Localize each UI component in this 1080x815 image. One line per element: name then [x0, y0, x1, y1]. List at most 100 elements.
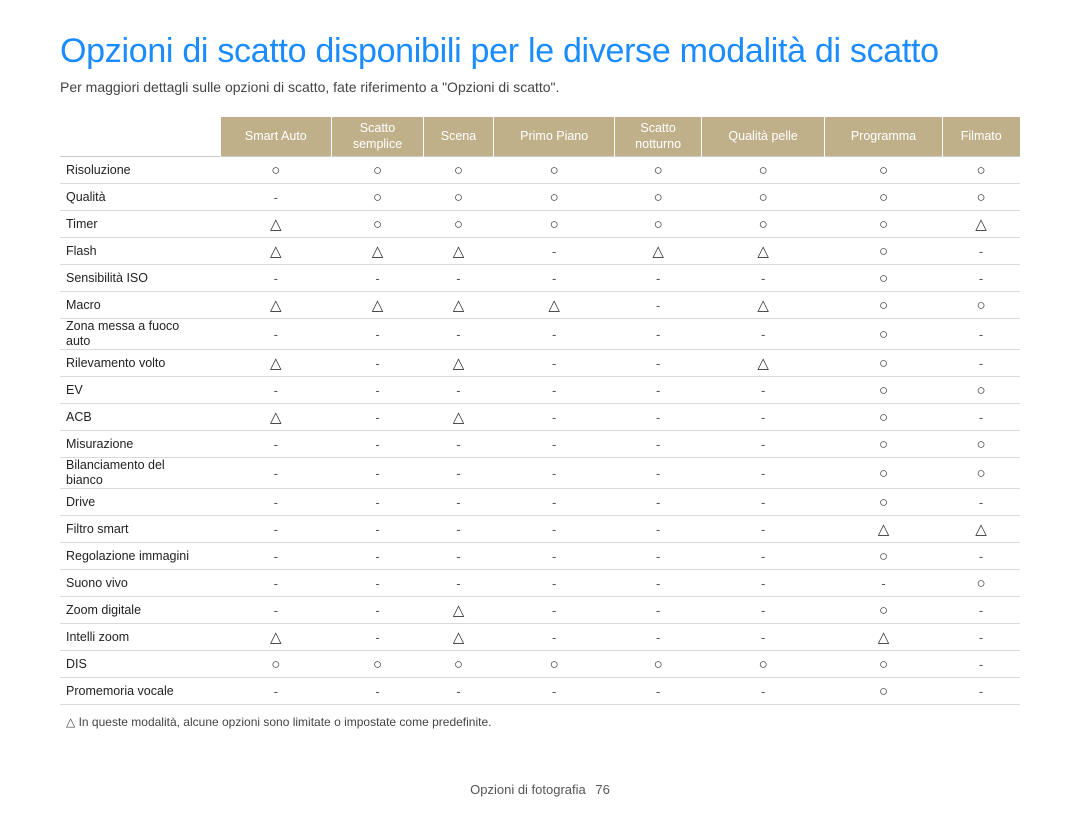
table-cell: ○	[942, 458, 1020, 489]
table-cell: -	[615, 516, 701, 543]
dash-icon: -	[761, 684, 765, 699]
column-header: Qualità pelle	[701, 117, 825, 157]
table-cell: ○	[825, 157, 942, 184]
column-header: Programma	[825, 117, 942, 157]
circle-icon: ○	[654, 656, 663, 673]
table-cell: △	[942, 211, 1020, 238]
table-row: Risoluzione○○○○○○○○	[60, 157, 1020, 184]
dash-icon: -	[375, 495, 379, 510]
table-cell: △	[423, 624, 493, 651]
table-cell: -	[615, 377, 701, 404]
table-cell: -	[220, 184, 332, 211]
table-cell: -	[701, 265, 825, 292]
table-cell: -	[615, 489, 701, 516]
table-cell: △	[220, 624, 332, 651]
table-cell: -	[332, 489, 424, 516]
table-cell: -	[332, 404, 424, 431]
dash-icon: -	[761, 383, 765, 398]
circle-icon: ○	[879, 216, 888, 233]
triangle-icon: △	[975, 216, 987, 233]
table-cell: ○	[825, 211, 942, 238]
circle-icon: ○	[976, 436, 985, 453]
table-row: Qualità-○○○○○○○	[60, 184, 1020, 211]
circle-icon: ○	[759, 189, 768, 206]
table-cell: △	[825, 516, 942, 543]
table-cell: -	[220, 431, 332, 458]
table-cell: -	[332, 377, 424, 404]
table-cell: △	[825, 624, 942, 651]
circle-icon: ○	[654, 216, 663, 233]
circle-icon: ○	[454, 189, 463, 206]
table-cell: -	[493, 543, 614, 570]
table-row: Regolazione immagini------○-	[60, 543, 1020, 570]
table-cell: △	[423, 350, 493, 377]
table-cell: -	[942, 238, 1020, 265]
table-cell: ○	[825, 404, 942, 431]
table-cell: ○	[942, 570, 1020, 597]
table-cell: △	[701, 238, 825, 265]
column-header: Filmato	[942, 117, 1020, 157]
table-cell: -	[493, 516, 614, 543]
table-cell: -	[615, 597, 701, 624]
table-row: Filtro smart------△△	[60, 516, 1020, 543]
table-cell: -	[220, 678, 332, 705]
table-cell: ○	[332, 184, 424, 211]
table-cell: -	[701, 458, 825, 489]
dash-icon: -	[456, 437, 460, 452]
table-cell: -	[493, 377, 614, 404]
dash-icon: -	[375, 410, 379, 425]
triangle-icon: △	[270, 355, 282, 372]
table-cell: ○	[615, 184, 701, 211]
row-label: Flash	[60, 238, 220, 265]
dash-icon: -	[656, 466, 660, 481]
row-label: Zoom digitale	[60, 597, 220, 624]
dash-icon: -	[375, 603, 379, 618]
dash-icon: -	[456, 684, 460, 699]
circle-icon: ○	[271, 162, 280, 179]
table-cell: -	[701, 678, 825, 705]
circle-icon: ○	[976, 575, 985, 592]
table-cell: ○	[825, 319, 942, 350]
table-cell: △	[220, 292, 332, 319]
circle-icon: ○	[879, 494, 888, 511]
table-cell: ○	[701, 184, 825, 211]
table-cell: -	[493, 458, 614, 489]
table-cell: -	[423, 543, 493, 570]
dash-icon: -	[979, 630, 983, 645]
dash-icon: -	[656, 495, 660, 510]
triangle-icon: △	[453, 629, 465, 646]
table-cell: ○	[332, 211, 424, 238]
dash-icon: -	[375, 327, 379, 342]
table-cell: -	[942, 678, 1020, 705]
circle-icon: ○	[879, 243, 888, 260]
row-label: Suono vivo	[60, 570, 220, 597]
circle-icon: ○	[550, 656, 559, 673]
dash-icon: -	[656, 410, 660, 425]
table-cell: -	[615, 624, 701, 651]
dash-icon: -	[274, 437, 278, 452]
circle-icon: ○	[976, 382, 985, 399]
page-subtitle: Per maggiori dettagli sulle opzioni di s…	[60, 79, 1020, 95]
dash-icon: -	[881, 576, 885, 591]
circle-icon: ○	[454, 162, 463, 179]
table-cell: -	[701, 624, 825, 651]
page-footer: Opzioni di fotografia 76	[0, 782, 1080, 797]
table-cell: -	[701, 319, 825, 350]
table-cell: ○	[615, 157, 701, 184]
table-cell: ○	[942, 292, 1020, 319]
table-cell: △	[332, 238, 424, 265]
column-header: Smart Auto	[220, 117, 332, 157]
table-cell: -	[220, 377, 332, 404]
table-cell: -	[220, 265, 332, 292]
circle-icon: ○	[550, 162, 559, 179]
dash-icon: -	[552, 522, 556, 537]
triangle-icon: △	[548, 297, 560, 314]
table-cell: △	[220, 350, 332, 377]
circle-icon: ○	[879, 189, 888, 206]
circle-icon: ○	[976, 465, 985, 482]
table-cell: ○	[220, 157, 332, 184]
table-cell: ○	[825, 238, 942, 265]
table-cell: ○	[825, 377, 942, 404]
table-cell: -	[332, 431, 424, 458]
table-cell: -	[423, 319, 493, 350]
